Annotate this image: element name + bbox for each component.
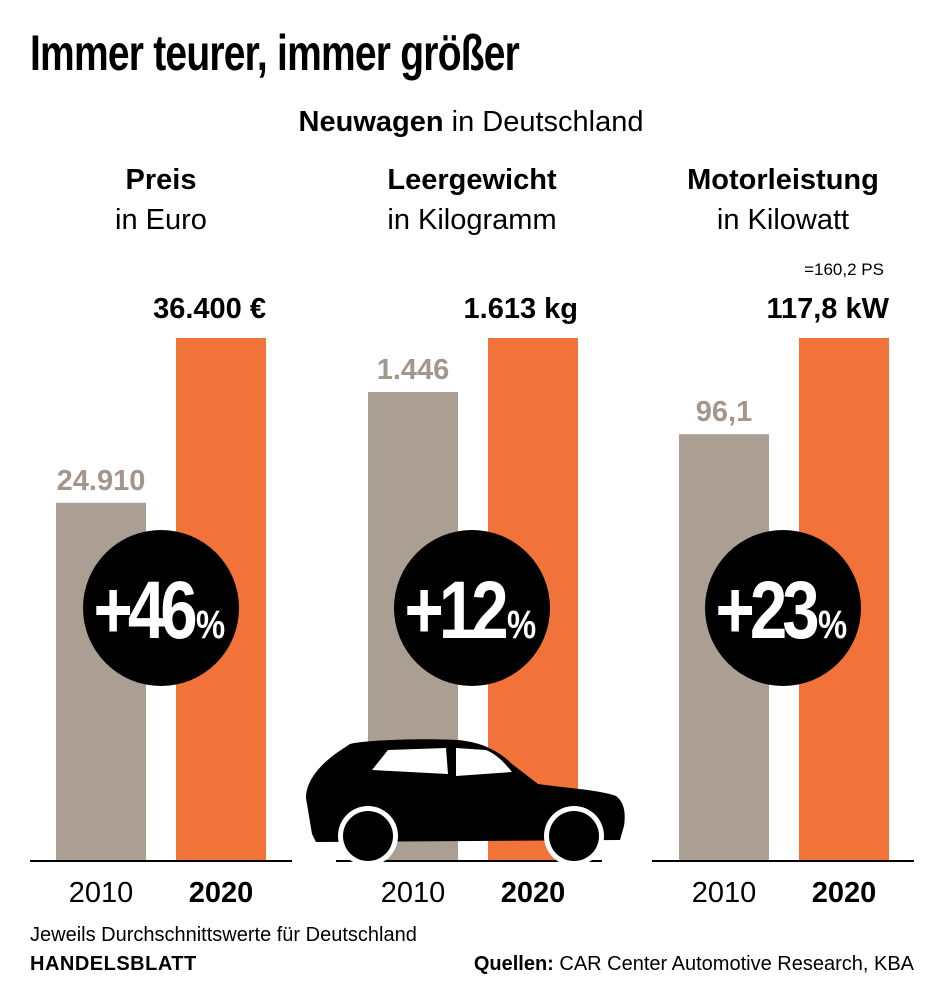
chart-panel-1: Preis in Euro 24.910 36.400 € 2010 2020 +46% bbox=[30, 164, 292, 909]
chart-note: =160,2 PS bbox=[804, 260, 884, 279]
change-unit: % bbox=[196, 602, 225, 647]
change-circle bbox=[394, 530, 550, 686]
value-label-2010: 24.910 bbox=[57, 465, 146, 497]
value-label-2010: 96,1 bbox=[696, 396, 752, 428]
change-label: +46% bbox=[93, 564, 225, 656]
subtitle: Neuwagen in Deutschland bbox=[0, 106, 942, 139]
sources-text: CAR Center Automotive Research, KBA bbox=[553, 953, 914, 975]
value-label-2020: 117,8 kW bbox=[766, 293, 889, 325]
subtitle-rest: in Deutschland bbox=[443, 106, 644, 138]
change-unit: % bbox=[507, 602, 536, 647]
change-value: +12 bbox=[404, 564, 506, 656]
brand-logo-text: HANDELSBLATT bbox=[30, 953, 197, 975]
chart-title: Preis bbox=[126, 164, 197, 196]
change-circle bbox=[83, 530, 239, 686]
sources-label: Quellen: bbox=[473, 953, 554, 975]
change-value: +46 bbox=[93, 564, 195, 656]
value-label-2020: 1.613 kg bbox=[464, 293, 578, 325]
value-label-2010: 1.446 bbox=[377, 354, 450, 386]
category-label-2010: 2010 bbox=[381, 877, 446, 909]
change-unit: % bbox=[818, 602, 847, 647]
category-label-2020: 2020 bbox=[812, 877, 877, 909]
car-window-front bbox=[372, 748, 448, 774]
chart-subtitle: in Kilogramm bbox=[387, 204, 556, 236]
sources: Quellen: CAR Center Automotive Research,… bbox=[474, 953, 914, 976]
chart-title: Motorleistung bbox=[687, 164, 879, 196]
chart-title: Leergewicht bbox=[387, 164, 557, 196]
car-wheel-1 bbox=[343, 811, 393, 861]
change-value: +23 bbox=[715, 564, 817, 656]
change-label: +12% bbox=[404, 564, 536, 656]
change-circle bbox=[705, 530, 861, 686]
value-label-2020: 36.400 € bbox=[153, 293, 266, 325]
category-label-2020: 2020 bbox=[501, 877, 566, 909]
category-label-2010: 2010 bbox=[69, 877, 134, 909]
change-label: +23% bbox=[715, 564, 847, 656]
category-label-2010: 2010 bbox=[692, 877, 757, 909]
chart-subtitle: in Euro bbox=[115, 204, 207, 236]
chart-panel-3: Motorleistung in Kilowatt =160,2 PS 96,1 117… bbox=[652, 164, 914, 909]
car-icon bbox=[306, 739, 625, 866]
footnote: Jeweils Durchschnittswerte für Deutschla… bbox=[30, 924, 417, 946]
subtitle-bold: Neuwagen bbox=[298, 106, 444, 138]
page-title: Immer teurer, immer größer bbox=[30, 25, 520, 81]
car-wheel-2 bbox=[549, 811, 599, 861]
car-window-rear bbox=[456, 748, 512, 776]
category-label-2020: 2020 bbox=[189, 877, 254, 909]
chart-subtitle: in Kilowatt bbox=[717, 204, 849, 236]
